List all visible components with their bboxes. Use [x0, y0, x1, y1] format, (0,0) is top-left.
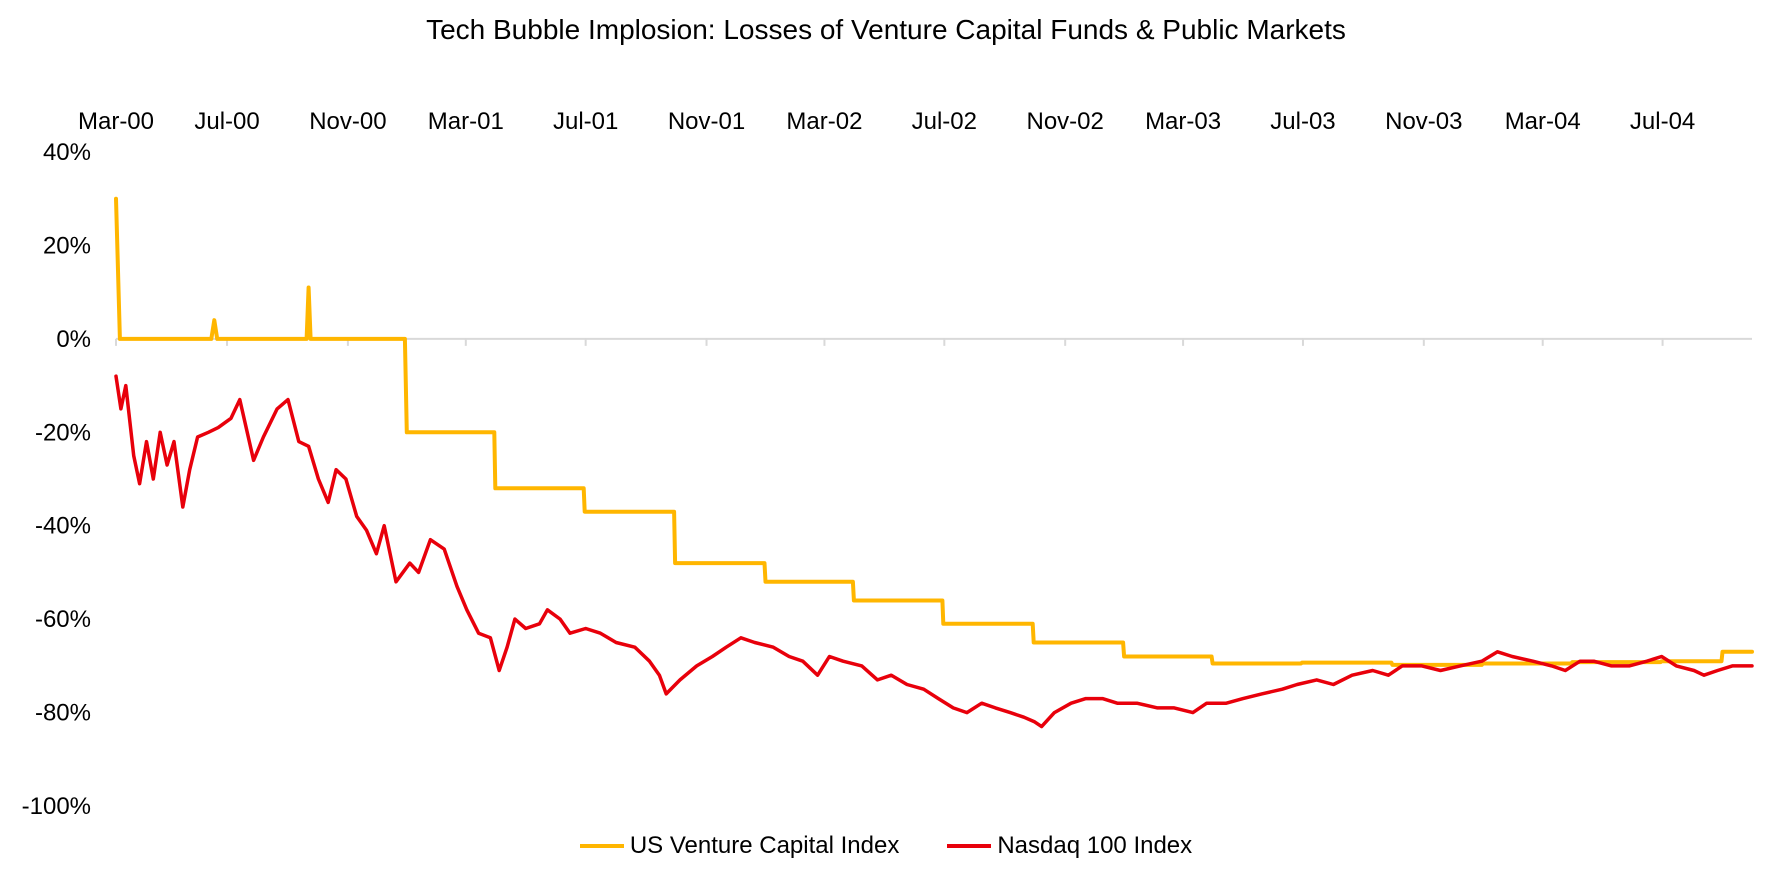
- x-tick-label: Mar-02: [786, 108, 862, 135]
- x-tick-label: Nov-00: [309, 108, 386, 135]
- x-tick-label: Jul-01: [553, 108, 618, 135]
- series-line-nasdaq-100: [114, 374, 1754, 729]
- x-tick-label: Jul-04: [1630, 108, 1695, 135]
- y-tick-label: -80%: [35, 700, 91, 727]
- x-axis-tick-labels: Mar-00 Jul-00 Nov-00 Mar-01 Jul-01 Nov-01 Mar-…: [78, 108, 1695, 135]
- x-tick-label: Mar-00: [78, 108, 154, 135]
- x-tick-label: Mar-04: [1505, 108, 1581, 135]
- x-tick-label: Nov-03: [1385, 108, 1462, 135]
- legend: US Venture Capital Index Nasdaq 100 Index: [0, 832, 1772, 860]
- legend-item: US Venture Capital Index: [579, 832, 900, 860]
- x-tick-label: Nov-02: [1026, 108, 1103, 135]
- y-tick-label: 20%: [43, 232, 91, 259]
- x-tick-label: Mar-03: [1145, 108, 1221, 135]
- legend-item: Nasdaq 100 Index: [947, 832, 1192, 860]
- x-tick-label: Jul-02: [912, 108, 977, 135]
- chart-title: Tech Bubble Implosion: Losses of Venture…: [426, 14, 1346, 45]
- legend-label: US Venture Capital Index: [629, 832, 900, 859]
- x-tick-label: Jul-00: [194, 108, 259, 135]
- y-tick-label: -40%: [35, 513, 91, 540]
- x-tick-label: Jul-03: [1270, 108, 1335, 135]
- y-tick-label: 40%: [43, 139, 91, 166]
- series-line-us-venture-capital: [114, 196, 1754, 667]
- y-tick-label: -20%: [35, 419, 91, 446]
- series-lines: [114, 196, 1754, 729]
- x-tick-label: Mar-01: [428, 108, 504, 135]
- y-tick-label: -60%: [35, 606, 91, 633]
- x-tick-label: Nov-01: [668, 108, 745, 135]
- legend-swatch: [579, 844, 624, 848]
- y-tick-label: -100%: [22, 793, 91, 820]
- y-tick-label: 0%: [56, 326, 91, 353]
- legend-label: Nasdaq 100 Index: [997, 832, 1193, 859]
- legend-swatch: [947, 844, 992, 848]
- y-axis-tick-labels: 40% 20% 0% -20% -40% -60% -80% -100%: [22, 139, 91, 820]
